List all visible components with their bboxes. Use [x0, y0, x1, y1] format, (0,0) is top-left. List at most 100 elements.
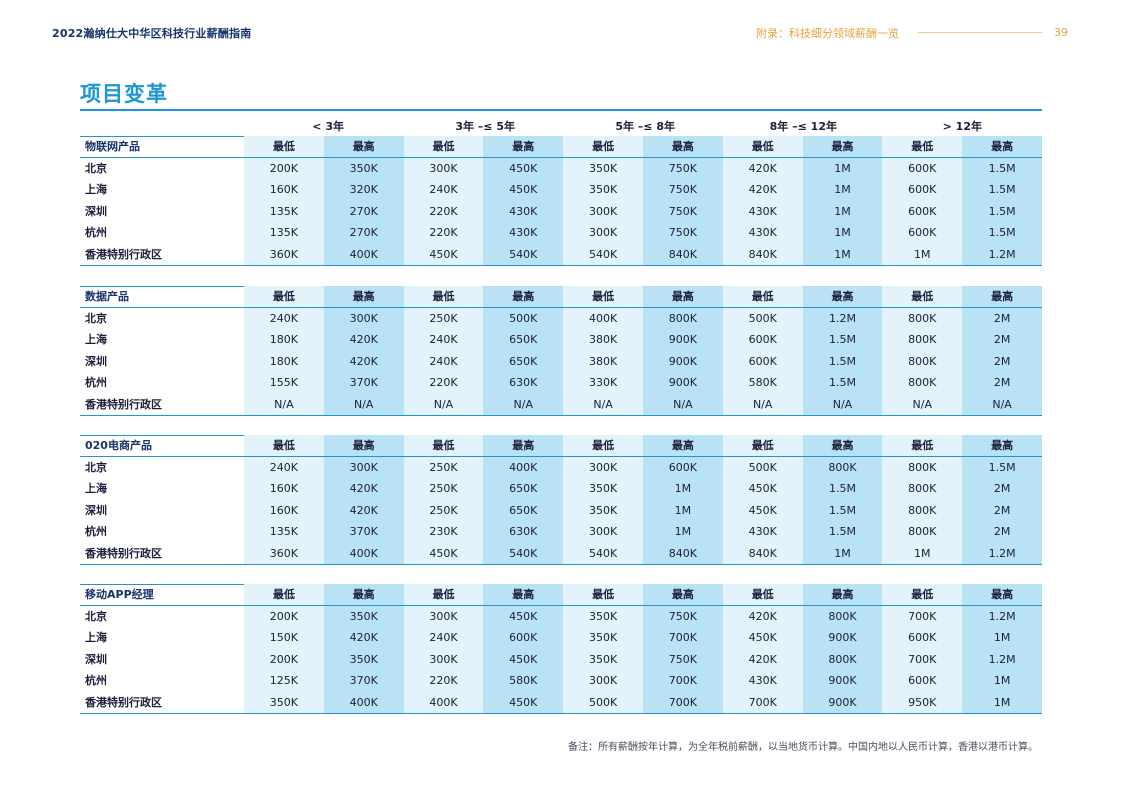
- salary-cell: N/A: [752, 397, 773, 411]
- salary-cell: 1M: [674, 482, 692, 496]
- salary-cell: 600K: [908, 226, 937, 240]
- salary-cell: 350K: [269, 695, 298, 709]
- city-label: 深圳: [85, 503, 107, 517]
- salary-cell: 1M: [993, 631, 1011, 645]
- salary-cell: 650K: [509, 503, 538, 517]
- table-row: 杭州 135K 370K 230K 630K 300K 1M 430K 1.5M 800K 2M: [80, 521, 1042, 542]
- column-header-low: 最低: [432, 439, 455, 452]
- salary-cell: 135K: [269, 204, 298, 218]
- salary-cell: 900K: [828, 695, 857, 709]
- header-divider-line: [80, 605, 1042, 606]
- salary-cell: 800K: [828, 652, 857, 666]
- salary-cell: 540K: [509, 247, 538, 261]
- range-label: 3年 –≤ 5年: [455, 120, 515, 133]
- table-row: 香港特别行政区 360K 400K 450K 540K 540K 840K 840K 1M 1M 1…: [80, 244, 1042, 265]
- salary-cell: 240K: [269, 312, 298, 325]
- column-header-low: 最低: [592, 588, 615, 601]
- salary-cell: 1M: [834, 162, 851, 175]
- salary-cell: N/A: [433, 397, 454, 411]
- city-label: 香港特别行政区: [85, 397, 162, 411]
- city-label: 北京: [85, 461, 107, 474]
- salary-cell: 240K: [429, 354, 458, 368]
- range-label: 8年 –≤ 12年: [769, 120, 837, 133]
- label-column-top-rule: [80, 584, 244, 585]
- salary-cell: 125K: [269, 674, 298, 688]
- salary-cell: 500K: [748, 312, 777, 325]
- salary-cell: 450K: [748, 503, 777, 517]
- salary-cell: 600K: [908, 183, 937, 197]
- salary-table: 020电商产品 最低 最高 最低 最高 最低 最高 最低 最高 最低 最高 北京 240K 300K 250…: [80, 435, 1042, 566]
- salary-cell: 160K: [269, 183, 298, 197]
- header-divider: [918, 32, 1042, 33]
- column-header-low: 最低: [751, 439, 774, 452]
- salary-cell: 1M: [914, 546, 931, 560]
- table-row: 北京 200K 350K 300K 450K 350K 750K 420K 1M 600K 1.5M: [80, 158, 1042, 179]
- range-label: < 3年: [312, 120, 344, 133]
- page-number: 39: [1054, 26, 1068, 39]
- column-header-low: 最低: [592, 140, 615, 153]
- city-label: 杭州: [85, 525, 107, 539]
- salary-cell: 800K: [908, 482, 937, 496]
- table-header-row: 数据产品 最低 最高 最低 最高 最低 最高 最低 最高 最低 最高: [80, 286, 1042, 307]
- table-bottom-rule: [80, 265, 1042, 266]
- salary-cell: 1M: [834, 204, 851, 218]
- salary-cell: 650K: [509, 482, 538, 496]
- salary-cell: 430K: [748, 226, 777, 240]
- salary-cell: 270K: [349, 226, 378, 240]
- city-label: 深圳: [85, 652, 107, 666]
- salary-table: 数据产品 最低 最高 最低 最高 最低 最高 最低 最高 最低 最高 北京 240K 300K 250K 50…: [80, 286, 1042, 417]
- salary-cell: 300K: [429, 162, 458, 175]
- salary-cell: 400K: [349, 546, 378, 560]
- salary-cell: 400K: [509, 461, 538, 474]
- salary-cell: 350K: [588, 162, 618, 175]
- salary-cell: 800K: [908, 461, 937, 474]
- salary-cell: 1.2M: [988, 610, 1016, 623]
- table-row: 杭州 125K 370K 220K 580K 300K 700K 430K 900K 600K 1M: [80, 670, 1042, 691]
- salary-cell: 250K: [429, 461, 458, 474]
- salary-cell: 1.5M: [829, 354, 856, 368]
- salary-cell: 750K: [668, 204, 697, 218]
- column-header-low: 最低: [432, 290, 455, 303]
- salary-cell: 580K: [748, 376, 777, 390]
- column-header-low: 最低: [911, 588, 934, 601]
- salary-cell: N/A: [832, 397, 853, 411]
- salary-cell: 320K: [349, 183, 378, 197]
- salary-cell: 360K: [269, 247, 298, 261]
- salary-cell: 420K: [349, 482, 378, 496]
- salary-cell: 800K: [908, 376, 937, 390]
- salary-cell: 400K: [349, 695, 378, 709]
- salary-cell: 420K: [748, 610, 777, 623]
- column-header-high: 最高: [671, 588, 694, 601]
- salary-cell: 400K: [349, 247, 378, 261]
- salary-cell: 900K: [668, 376, 697, 390]
- salary-cell: 430K: [509, 226, 538, 240]
- table-row: 杭州 135K 270K 220K 430K 300K 750K 430K 1M 600K 1.5M: [80, 222, 1042, 243]
- city-label: 北京: [85, 610, 107, 623]
- salary-cell: 600K: [908, 631, 937, 645]
- range-label: > 12年: [942, 120, 982, 133]
- salary-cell: 430K: [509, 204, 538, 218]
- table-header-row: 物联网产品 最低 最高 最低 最高 最低 最高 最低 最高 最低 最高: [80, 136, 1042, 157]
- salary-cell: 630K: [509, 525, 538, 539]
- salary-cell: 430K: [748, 525, 777, 539]
- salary-cell: 700K: [748, 695, 777, 709]
- salary-cell: 450K: [509, 183, 538, 197]
- city-label: 北京: [85, 312, 107, 325]
- salary-cell: 2M: [993, 312, 1011, 325]
- salary-cell: 370K: [349, 674, 378, 688]
- salary-cell: 420K: [349, 333, 378, 347]
- table-header-row: 移动APP经理 最低 最高 最低 最高 最低 最高 最低 最高 最低 最高: [80, 584, 1042, 605]
- table-category-label: 020电商产品: [85, 439, 152, 452]
- salary-cell: 700K: [908, 652, 937, 666]
- column-header-high: 最高: [512, 290, 535, 303]
- salary-cell: 380K: [588, 333, 618, 347]
- table-row: 上海 160K 420K 250K 650K 350K 1M 450K 1.5M 800K 2M: [80, 478, 1042, 499]
- table-row: 上海 180K 420K 240K 650K 380K 900K 600K 1.5M 800K 2M: [80, 329, 1042, 350]
- salary-cell: 300K: [429, 610, 458, 623]
- salary-cell: 180K: [269, 333, 298, 347]
- salary-cell: 160K: [269, 503, 298, 517]
- range-label: 5年 –≤ 8年: [615, 120, 675, 133]
- column-header-high: 最高: [512, 588, 535, 601]
- salary-cell: 1.5M: [988, 204, 1016, 218]
- salary-cell: 360K: [269, 546, 298, 560]
